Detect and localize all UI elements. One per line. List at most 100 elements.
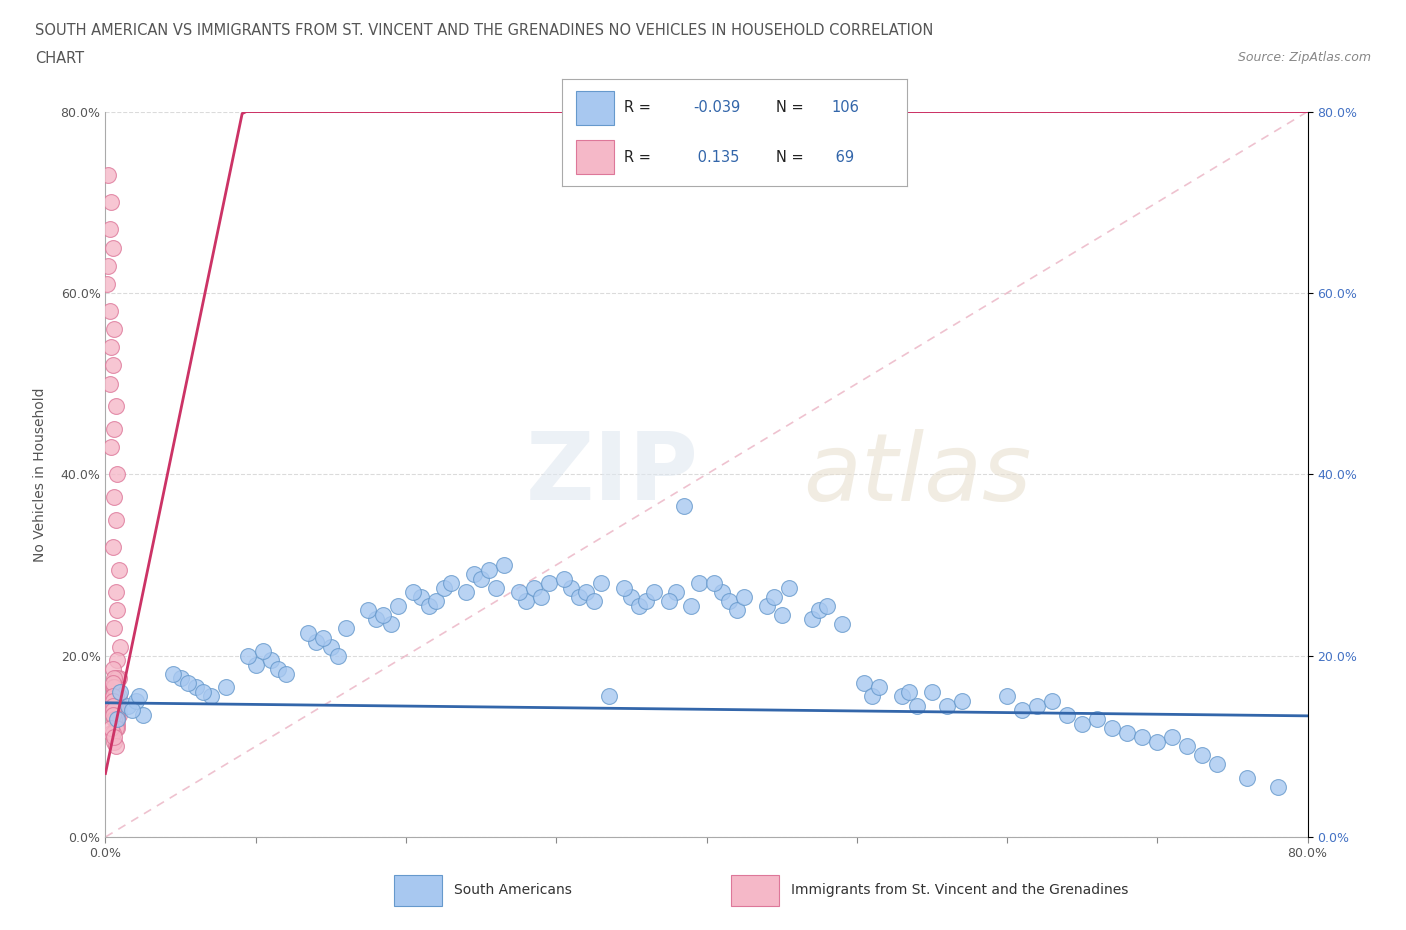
Point bbox=[103, 421, 125, 436]
Point bbox=[104, 585, 127, 600]
Point bbox=[98, 304, 121, 319]
Point bbox=[770, 607, 793, 622]
Point bbox=[110, 639, 132, 654]
Point bbox=[101, 539, 124, 554]
Point bbox=[380, 617, 402, 631]
Point bbox=[108, 707, 131, 722]
Text: N =: N = bbox=[776, 150, 808, 165]
Point bbox=[1116, 725, 1139, 740]
Point bbox=[260, 653, 283, 668]
Bar bbox=[576, 140, 614, 174]
Point bbox=[107, 698, 129, 713]
Point bbox=[643, 585, 665, 600]
Point bbox=[328, 648, 350, 663]
Point bbox=[319, 639, 342, 654]
Point bbox=[568, 590, 591, 604]
Point bbox=[636, 594, 658, 609]
Point bbox=[688, 576, 710, 591]
Point bbox=[121, 703, 143, 718]
Point bbox=[103, 489, 125, 504]
Point bbox=[104, 694, 127, 709]
Point bbox=[108, 562, 131, 577]
Point bbox=[98, 377, 121, 392]
Point bbox=[898, 684, 921, 699]
Point bbox=[560, 580, 582, 595]
Point bbox=[108, 703, 131, 718]
Point bbox=[104, 738, 127, 753]
Point bbox=[169, 671, 191, 685]
Point bbox=[425, 594, 447, 609]
Point bbox=[103, 711, 125, 726]
Point bbox=[831, 617, 853, 631]
Text: Source: ZipAtlas.com: Source: ZipAtlas.com bbox=[1237, 51, 1371, 64]
Point bbox=[184, 680, 207, 695]
Bar bbox=[394, 875, 441, 906]
Point bbox=[128, 689, 150, 704]
Point bbox=[523, 580, 546, 595]
Point bbox=[1026, 698, 1049, 713]
Point bbox=[103, 684, 125, 699]
Text: ZIP: ZIP bbox=[526, 429, 699, 520]
Point bbox=[725, 603, 748, 618]
Y-axis label: No Vehicles in Household: No Vehicles in Household bbox=[32, 387, 46, 562]
Point bbox=[440, 576, 463, 591]
Point bbox=[921, 684, 943, 699]
Point bbox=[515, 594, 537, 609]
Point bbox=[107, 603, 129, 618]
Point bbox=[100, 725, 122, 740]
Point bbox=[107, 671, 129, 685]
Point bbox=[108, 671, 131, 685]
Point bbox=[890, 689, 912, 704]
Point bbox=[214, 680, 236, 695]
Point bbox=[101, 689, 124, 704]
Point bbox=[710, 585, 733, 600]
Point bbox=[755, 598, 778, 613]
Point bbox=[245, 658, 267, 672]
Point bbox=[454, 585, 477, 600]
Point bbox=[103, 684, 125, 699]
Point bbox=[905, 698, 928, 713]
Point bbox=[627, 598, 650, 613]
Point bbox=[104, 703, 127, 718]
Point bbox=[107, 653, 129, 668]
Point bbox=[110, 684, 132, 699]
Point bbox=[485, 580, 508, 595]
Point bbox=[107, 707, 129, 722]
Text: R =: R = bbox=[624, 150, 657, 165]
Point bbox=[553, 571, 575, 586]
Point bbox=[418, 598, 440, 613]
Point bbox=[103, 735, 125, 750]
Point bbox=[132, 707, 155, 722]
Point bbox=[1011, 703, 1033, 718]
Point bbox=[101, 240, 124, 255]
Text: 106: 106 bbox=[831, 100, 859, 115]
Text: Immigrants from St. Vincent and the Grenadines: Immigrants from St. Vincent and the Gren… bbox=[790, 884, 1128, 897]
Text: 0.135: 0.135 bbox=[693, 150, 740, 165]
Point bbox=[335, 621, 357, 636]
Point bbox=[103, 707, 125, 722]
Point bbox=[267, 662, 290, 677]
Point bbox=[387, 598, 409, 613]
Bar bbox=[576, 91, 614, 125]
Point bbox=[101, 694, 124, 709]
Point bbox=[100, 195, 122, 210]
Point bbox=[537, 576, 560, 591]
Point bbox=[1085, 711, 1108, 726]
Point bbox=[718, 594, 741, 609]
Point bbox=[936, 698, 959, 713]
Point bbox=[658, 594, 681, 609]
Point bbox=[432, 580, 454, 595]
Point bbox=[312, 631, 335, 645]
Point bbox=[409, 590, 432, 604]
Point bbox=[103, 703, 125, 718]
Point bbox=[177, 675, 200, 690]
Point bbox=[373, 607, 395, 622]
Point bbox=[103, 694, 125, 709]
Point bbox=[463, 566, 485, 581]
Point bbox=[103, 322, 125, 337]
Point bbox=[950, 694, 973, 709]
Point bbox=[238, 648, 260, 663]
Point bbox=[808, 603, 831, 618]
Point bbox=[800, 612, 823, 627]
Point bbox=[101, 703, 124, 718]
